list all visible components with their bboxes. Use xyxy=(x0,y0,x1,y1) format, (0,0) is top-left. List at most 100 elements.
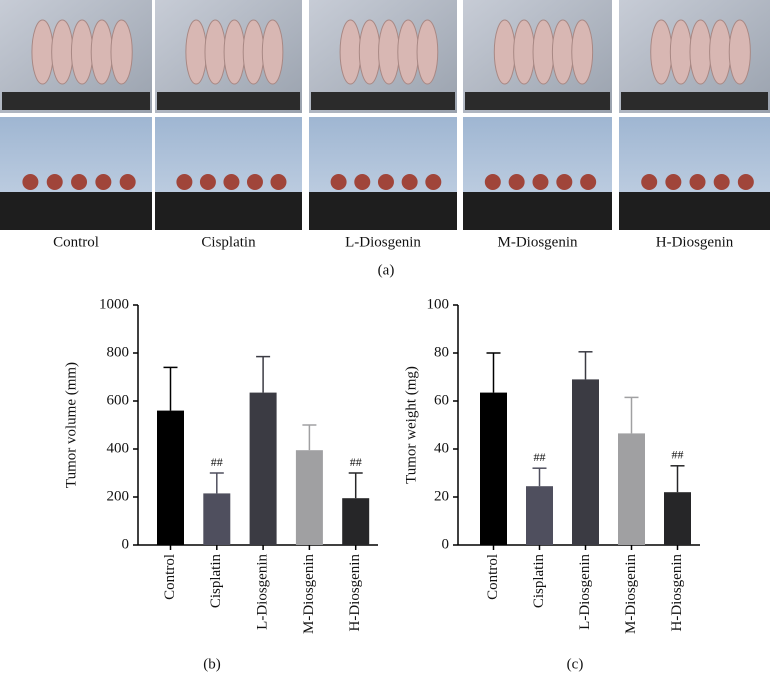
mouse xyxy=(416,19,439,85)
mouse xyxy=(397,19,420,85)
x-tick-label: Control xyxy=(162,554,178,600)
tumor xyxy=(665,174,682,190)
tumor xyxy=(401,174,418,190)
tumor xyxy=(713,174,730,190)
tumor xyxy=(223,174,240,190)
ruler xyxy=(463,192,612,230)
bar xyxy=(157,410,184,545)
ruler xyxy=(0,192,152,230)
mouse xyxy=(223,19,246,85)
ruler xyxy=(155,192,302,230)
panel-caption: (b) xyxy=(203,656,221,672)
mouse xyxy=(110,19,133,85)
group-label: Cisplatin xyxy=(201,234,256,250)
tumor xyxy=(508,174,525,190)
mouse xyxy=(493,19,516,85)
bar xyxy=(203,493,231,545)
bar xyxy=(664,492,691,545)
x-tick-label: L-Diosgenin xyxy=(577,554,593,630)
y-tick-label: 1000 xyxy=(99,296,129,312)
x-tick-label: M-Diosgenin xyxy=(623,554,639,634)
photo-column xyxy=(619,0,770,230)
y-tick-label: 100 xyxy=(427,296,450,312)
tumor xyxy=(22,174,39,190)
x-tick-label: Cisplatin xyxy=(531,554,547,609)
mouse xyxy=(261,19,284,85)
ruler xyxy=(465,92,610,110)
ruler xyxy=(619,192,770,230)
x-tick-label: H-Diosgenin xyxy=(669,554,685,632)
mouse xyxy=(70,19,94,85)
y-tick-label: 600 xyxy=(107,392,130,408)
y-tick-label: 0 xyxy=(122,536,130,552)
y-tick-label: 40 xyxy=(434,440,449,456)
panel-caption: (c) xyxy=(567,656,584,672)
y-tick-label: 60 xyxy=(434,392,449,408)
tumor xyxy=(641,174,658,190)
mouse xyxy=(571,19,594,85)
bar xyxy=(526,486,553,545)
mouse xyxy=(689,19,712,85)
mouse xyxy=(339,19,362,85)
group-label: M-Diosgenin xyxy=(498,234,578,250)
tumor xyxy=(532,174,549,190)
mouse xyxy=(242,19,265,85)
mouse xyxy=(358,19,381,85)
photo-column xyxy=(155,0,302,230)
mouse xyxy=(90,19,113,85)
tumor xyxy=(270,174,287,190)
mouse xyxy=(31,19,54,85)
tumor xyxy=(95,174,112,190)
x-tick-label: H-Diosgenin xyxy=(347,554,363,632)
significance-mark: ## xyxy=(534,450,546,464)
tumor xyxy=(580,174,597,190)
photo-column xyxy=(463,0,612,230)
significance-mark: ## xyxy=(672,448,684,462)
tumor xyxy=(119,174,136,190)
x-tick-label: Cisplatin xyxy=(208,554,224,609)
bar xyxy=(480,392,507,545)
bar xyxy=(249,392,277,545)
y-axis-title: Tumor weight (mg) xyxy=(403,366,419,484)
bar xyxy=(295,450,323,545)
ruler xyxy=(621,92,768,110)
mouse xyxy=(51,19,74,85)
bar xyxy=(342,498,370,545)
mouse xyxy=(709,19,732,85)
mouse xyxy=(669,19,692,85)
significance-mark: ## xyxy=(211,455,223,469)
bar xyxy=(618,433,645,545)
tumor xyxy=(556,174,573,190)
y-tick-label: 20 xyxy=(434,488,449,504)
y-tick-label: 0 xyxy=(442,536,450,552)
mouse xyxy=(728,19,751,85)
tumor xyxy=(46,174,63,190)
bar xyxy=(572,379,599,545)
tumor xyxy=(484,174,501,190)
mouse xyxy=(650,19,673,85)
photo-column xyxy=(309,0,457,230)
tumor xyxy=(425,174,442,190)
tumor xyxy=(689,174,706,190)
x-tick-label: Control xyxy=(485,554,501,600)
photo-column xyxy=(0,0,152,230)
group-label: H-Diosgenin xyxy=(656,234,734,250)
tumor xyxy=(354,174,371,190)
tumor xyxy=(246,174,263,190)
y-tick-label: 400 xyxy=(107,440,130,456)
tumor xyxy=(330,174,347,190)
x-tick-label: M-Diosgenin xyxy=(301,554,317,634)
panel-caption: (a) xyxy=(378,262,395,278)
mouse xyxy=(204,19,227,85)
x-tick-label: L-Diosgenin xyxy=(255,554,271,630)
y-tick-label: 800 xyxy=(107,344,130,360)
mouse xyxy=(378,19,400,85)
tumor xyxy=(199,174,216,190)
ruler xyxy=(2,92,150,110)
mouse xyxy=(532,19,555,85)
mouse xyxy=(513,19,536,85)
tumor xyxy=(176,174,193,190)
tumor xyxy=(71,174,88,190)
mouse xyxy=(551,19,574,85)
